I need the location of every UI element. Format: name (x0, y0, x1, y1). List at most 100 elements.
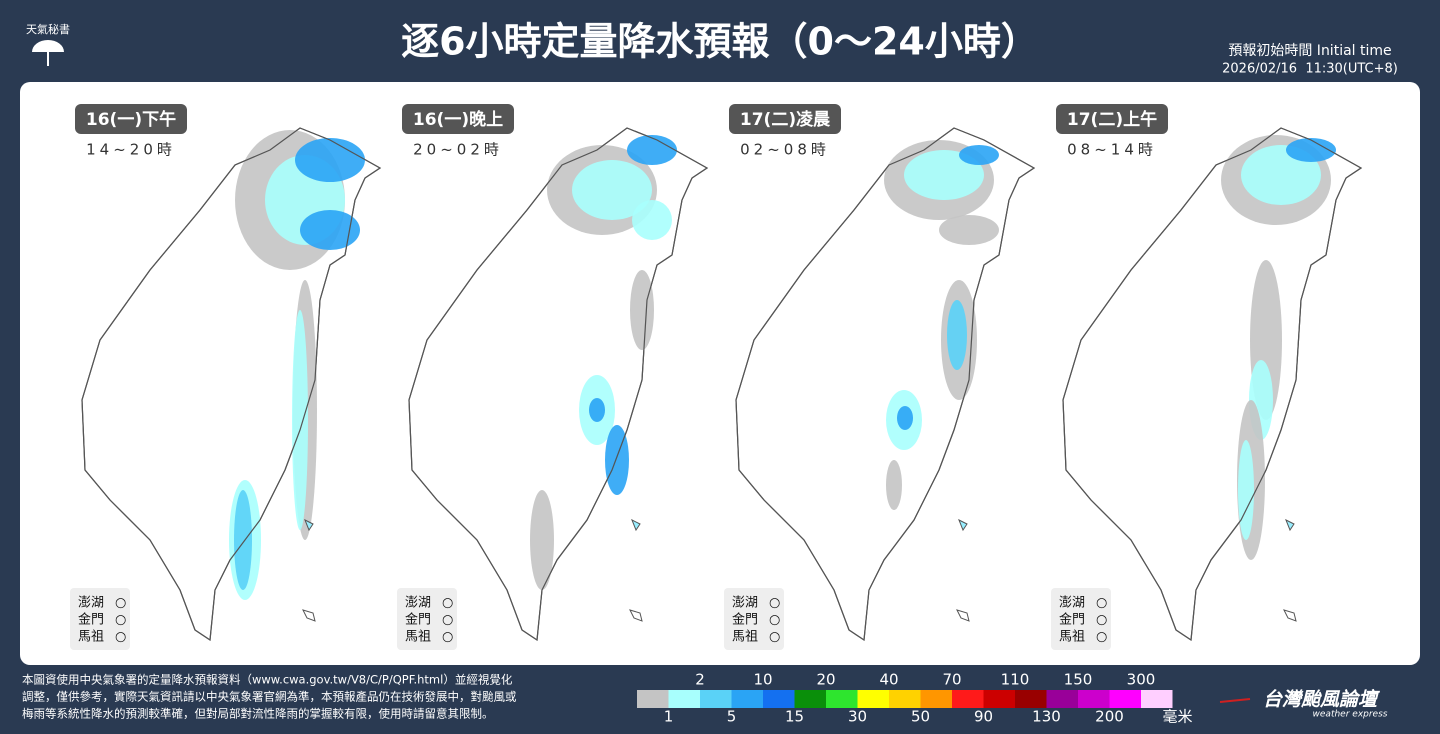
footer-text: 調整，僅供參考，實際天氣資訊請以中央氣象署官網為準，本預報產品仍在技術發展中，對… (22, 690, 517, 704)
legend-swatch (731, 690, 763, 708)
island-box (724, 588, 784, 650)
lanyu-marker (1283, 609, 1297, 622)
island-name: 澎湖 (405, 596, 431, 611)
initial-time: 2026/02/16 11:30(UTC+8) (1222, 62, 1398, 77)
island-name: 金門 (1059, 612, 1085, 628)
island-status: ○ (115, 613, 126, 628)
island-status: ○ (442, 630, 453, 645)
rain-area (292, 310, 308, 530)
brand-tagline: weather express (1313, 710, 1388, 720)
panel-label: 16(一)晚上 (413, 109, 503, 130)
panel-period: 08~14時 (1067, 141, 1157, 159)
legend-swatch (857, 690, 889, 708)
island-status: ○ (769, 613, 780, 628)
legend-swatch (700, 690, 732, 708)
legend-swatch (1141, 690, 1173, 708)
initial-time-label: 預報初始時間 Initial time (1228, 42, 1391, 59)
legend-swatch (826, 690, 858, 708)
rain-area (1238, 440, 1254, 540)
legend-swatch (1109, 690, 1141, 708)
legend-swatch (920, 690, 952, 708)
legend-tick-label: 90 (974, 708, 993, 726)
legend-tick-label: 15 (785, 708, 804, 726)
rain-area (530, 490, 554, 590)
logo-text: 天氣秘書 (26, 22, 70, 36)
panel-label: 17(二)上午 (1067, 109, 1157, 130)
island-status: ○ (769, 596, 780, 611)
rain-area (627, 135, 677, 165)
rain-area (1286, 138, 1336, 162)
rain-area (886, 460, 902, 510)
island-status: ○ (442, 596, 453, 611)
rain-area (295, 138, 365, 182)
legend-swatch (668, 690, 700, 708)
legend-swatch (794, 690, 826, 708)
rain-area (959, 145, 999, 165)
island-name: 馬祖 (78, 630, 104, 645)
rain-area (939, 215, 999, 245)
title: 逐6小時定量降水預報（0～24小時） (401, 20, 1039, 64)
legend-tick-label: 50 (911, 708, 930, 726)
footer-text: 梅雨等系統性降水的預測較準確，但對局部對流性降雨的掌握較有限，使用時請留意其限制… (22, 707, 494, 721)
island-box (1051, 588, 1111, 650)
rain-area (947, 300, 967, 370)
island-box (70, 588, 130, 650)
penghu-marker (1285, 518, 1295, 532)
legend-tick-label: 150 (1064, 671, 1093, 689)
island-name: 澎湖 (1059, 596, 1085, 611)
island-status: ○ (115, 596, 126, 611)
island-status: ○ (769, 630, 780, 645)
legend-tick-label: 110 (1001, 671, 1030, 689)
island-name: 馬祖 (405, 630, 431, 645)
rain-area (630, 270, 654, 350)
legend-swatch (1078, 690, 1110, 708)
legend-swatch (763, 690, 795, 708)
island-name: 馬祖 (1059, 630, 1085, 645)
panel-label-box (402, 104, 514, 134)
island-name: 金門 (405, 612, 431, 628)
taiwan-outline (408, 127, 709, 642)
rain-area (897, 406, 913, 430)
panel-period: 20~02時 (413, 141, 503, 159)
legend-swatch (1046, 690, 1078, 708)
panel-label: 17(二)凌晨 (740, 109, 831, 130)
panel-label-box (75, 104, 187, 134)
legend-tick-label: 30 (848, 708, 867, 726)
legend-swatch (983, 690, 1015, 708)
legend-swatch (637, 690, 669, 708)
taiwan-outline (81, 127, 382, 642)
legend-tick-label: 300 (1127, 671, 1156, 689)
penghu-marker (631, 518, 641, 532)
legend-tick-label: 20 (816, 671, 835, 689)
legend-swatch (889, 690, 921, 708)
panel-label: 16(一)下午 (86, 109, 176, 130)
penghu-marker (304, 518, 314, 532)
rain-area (605, 425, 629, 495)
legend-swatch (1015, 690, 1047, 708)
panel-label-box (729, 104, 841, 134)
legend-tick-label: 10 (753, 671, 772, 689)
legend-tick-label: 2 (695, 671, 705, 689)
panel-period: 14~20時 (86, 141, 176, 159)
rain-area (904, 150, 984, 200)
panel-period: 02~08時 (740, 141, 830, 159)
island-name: 馬祖 (732, 630, 758, 645)
legend-tick-label: 5 (727, 708, 737, 726)
footer-text: 本圖資使用中央氣象署的定量降水預報資料（www.cwa.gov.tw/V8/C/… (22, 673, 513, 687)
island-name: 金門 (732, 612, 758, 628)
rain-area (632, 200, 672, 240)
lanyu-marker (956, 609, 970, 622)
lanyu-marker (302, 609, 316, 622)
logo: 天氣秘書 (26, 22, 70, 66)
island-status: ○ (1096, 630, 1107, 645)
legend-tick-label: 200 (1095, 708, 1124, 726)
legend-tick-label: 130 (1032, 708, 1061, 726)
brand: 台灣颱風論壇 weather express (1219, 689, 1388, 720)
legend-swatch (952, 690, 984, 708)
island-status: ○ (1096, 596, 1107, 611)
island-status: ○ (1096, 613, 1107, 628)
